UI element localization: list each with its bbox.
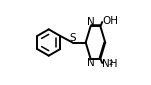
- Text: S: S: [69, 33, 76, 43]
- Text: OH: OH: [103, 16, 119, 26]
- Text: 2: 2: [108, 60, 112, 66]
- Text: N: N: [87, 58, 95, 68]
- Text: NH: NH: [102, 59, 118, 69]
- Text: N: N: [87, 17, 95, 27]
